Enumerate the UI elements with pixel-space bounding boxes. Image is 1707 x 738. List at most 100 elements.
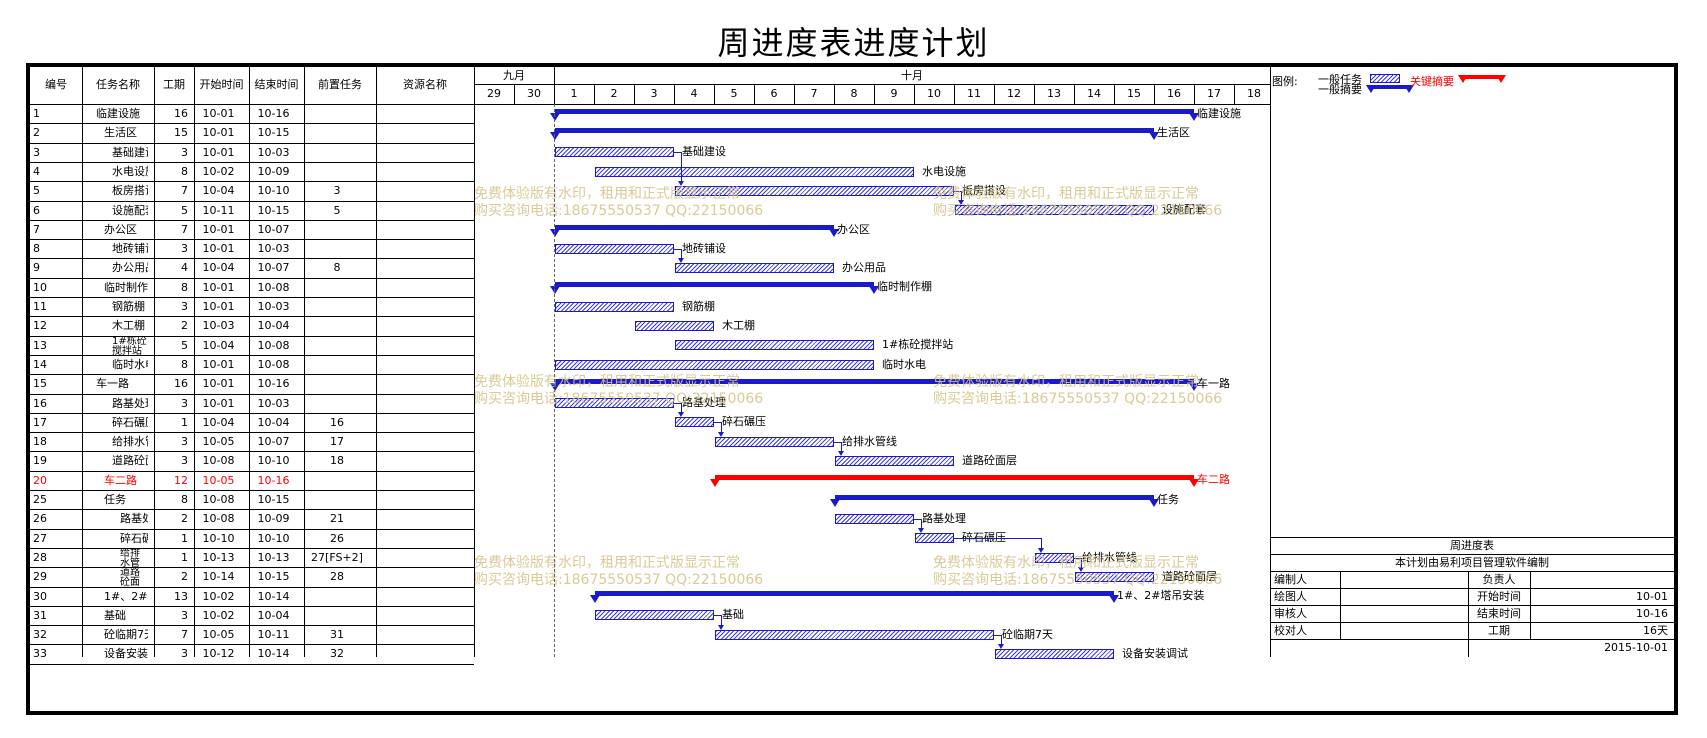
task-cell-no: 25 [33,493,47,506]
task-cell-no: 18 [33,435,47,449]
summary-end-icon [829,228,839,237]
timeline-header-divider [474,104,1270,105]
row-divider [30,181,474,183]
summary-end-icon [1109,595,1119,604]
task-cell-no: 27 [33,531,47,545]
timeline-day-separator [714,84,715,104]
timeline-day-separator [1234,84,1235,104]
task-bar [595,166,914,177]
task-bar-label: 路基处理 [922,511,966,525]
task-cell-end: 10-07 [257,222,290,236]
info-value: 16天 [1643,624,1668,637]
task-cell-pred [304,471,370,490]
summary-start-icon [550,132,560,140]
task-cell-start: 10-01 [202,145,235,159]
row-divider [30,123,474,125]
dependency-line [1074,557,1081,559]
dependency-line [674,152,681,154]
info-row-divider [1270,605,1674,606]
task-cell-pred [304,104,370,123]
header-divider [30,104,474,105]
task-cell-name: 办公区 [104,222,137,236]
row-divider [30,451,474,453]
column-separator [249,67,250,657]
row-divider [30,432,474,434]
info-value: 10-16 [1636,607,1668,620]
task-cell-name: 临建设施 [96,107,140,120]
task-bar [955,205,1154,216]
summary-bar [555,378,1194,384]
row-divider [30,605,474,607]
task-cell-pred [304,239,370,258]
timeline-day: 4 [690,87,698,100]
timeline-day-separator [994,84,995,104]
task-bar-label: 给排水管线 [1082,550,1137,564]
gantt-frame: 编号 任务名称 工期 开始时间 结束时间 前置任务 资源名称 1 临建设施 16 10-01 10-1… [26,63,1678,715]
task-bar [675,263,834,274]
task-cell-start: 10-02 [202,589,235,603]
timeline-month-sep: 九月 [503,69,525,82]
dependency-arrow-icon [678,258,684,264]
task-bar-label: 钢筋棚 [682,299,715,313]
task-bar [555,398,674,409]
task-cell-end: 10-16 [257,107,290,120]
task-cell-start: 10-01 [202,396,235,410]
task-cell-start: 10-03 [202,319,235,333]
dependency-line [954,190,961,192]
task-cell-name: 板房搭设 [112,184,148,198]
task-cell-start: 10-04 [202,338,235,352]
legend-normal-summary: 一般摘要 [1318,83,1362,96]
task-bar [995,649,1114,659]
task-cell-pred [304,587,370,606]
timeline-day-separator [954,84,955,104]
task-cell-name: 任务 [104,493,126,506]
task-bar [1075,571,1154,582]
task-cell-dur: 5 [181,338,188,352]
task-cell-dur: 3 [181,300,188,313]
task-bar-label: 基础建设 [682,145,726,159]
summary-start-icon [590,595,600,604]
task-cell-name: 砼临期7天 [104,628,148,642]
info-label: 结束时间 [1477,607,1521,620]
task-bar [675,185,954,196]
watermark-line2: 购买咨询电话:18675550537 QQ:22150066 [933,572,1223,588]
task-cell-name: 临时制作棚 [104,280,148,294]
task-cell-no: 26 [33,512,47,526]
timeline-day: 15 [1127,87,1141,100]
task-cell-no: 19 [33,454,47,468]
task-cell-start: 10-04 [202,184,235,198]
task-bar [555,301,674,312]
task-cell-name: 临时水电 [112,357,148,371]
task-cell-end: 10-03 [257,145,290,159]
task-cell-dur: 3 [181,145,188,159]
page-title: 周进度表进度计划 [717,24,990,62]
dependency-arrow-icon [918,528,924,534]
task-bar-label: 办公用品 [842,261,886,275]
summary-start-icon [550,286,560,295]
task-cell-name: 基础 [104,608,126,622]
task-cell-start: 10-04 [202,415,235,429]
column-header-end: 结束时间 [254,78,299,91]
row-divider [30,567,474,569]
info-row-divider [1270,622,1674,623]
task-cell-start: 10-10 [202,531,235,545]
task-cell-no: 3 [33,145,40,159]
row-divider [30,258,474,260]
info-value: 10-01 [1636,590,1668,603]
timeline-day-separator [674,84,675,104]
dependency-line [1001,634,1002,646]
task-cell-end: 10-10 [257,184,290,198]
summary-bar-label: 1#、2#塔吊安装 [1117,589,1205,603]
task-cell-start: 10-01 [202,300,235,313]
column-separator [194,67,195,657]
task-cell-start: 10-01 [202,357,235,371]
timeline-day-separator [514,84,515,104]
task-cell-dur: 1 [181,550,188,564]
summary-end-icon [1189,112,1199,121]
timeline-day-separator [874,84,875,104]
task-cell-no: 6 [33,203,40,217]
task-cell-name: 碎石碾压 [112,415,148,429]
task-cell-dur: 4 [181,261,188,275]
timeline-day-separator [794,84,795,104]
task-cell-pred: 8 [333,261,341,275]
